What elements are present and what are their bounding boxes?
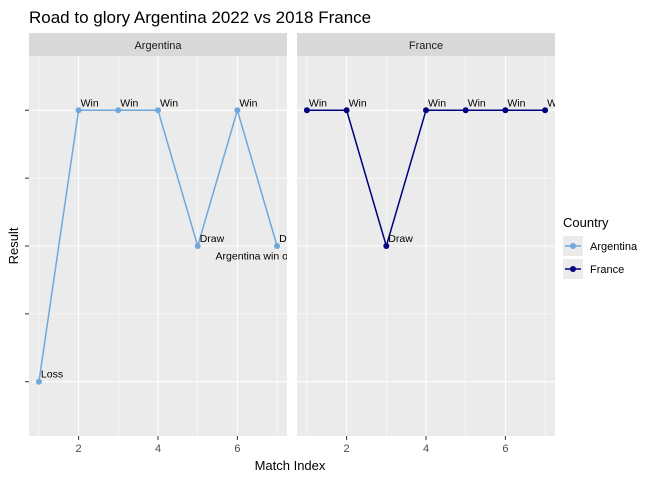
legend-label: France xyxy=(590,264,624,276)
x-tick-label: 2 xyxy=(344,443,350,455)
facet-strip xyxy=(297,33,555,56)
data-label: Win xyxy=(309,97,327,109)
data-label: Win xyxy=(120,97,138,109)
legend-title: Country xyxy=(563,215,609,230)
facet-panels: Argentina 2 4 6 Loss Win Win Win Draw Win Dr Argent… xyxy=(29,33,557,455)
data-point xyxy=(303,107,310,114)
data-point xyxy=(194,243,201,249)
y-axis xyxy=(25,109,29,383)
data-label: Win xyxy=(160,97,178,109)
data-label: Win xyxy=(507,97,525,109)
data-label: W xyxy=(547,97,557,109)
y-axis-title: Result xyxy=(6,227,21,264)
x-tick-label: 4 xyxy=(155,443,161,455)
data-point xyxy=(35,378,42,385)
data-point xyxy=(423,107,429,114)
data-point xyxy=(383,243,390,249)
data-label: Win xyxy=(81,97,99,109)
data-point xyxy=(155,107,161,114)
data-label: Win xyxy=(428,97,446,109)
data-label: Draw xyxy=(388,233,413,245)
data-label: Win xyxy=(349,97,367,109)
chart-title: Road to glory Argentina 2022 vs 2018 Fra… xyxy=(29,8,371,27)
data-point xyxy=(502,107,509,114)
data-point xyxy=(462,107,469,114)
data-label: Dr xyxy=(279,233,291,245)
facet-strip xyxy=(29,33,287,56)
x-tick-label: 6 xyxy=(502,443,508,455)
data-point xyxy=(343,107,350,114)
data-point xyxy=(234,107,241,114)
panel-france: France 2 4 6 Win Win Draw Win Win Win W xyxy=(297,33,557,455)
facet-strip-label: France xyxy=(409,40,443,52)
data-label: Draw xyxy=(200,233,225,245)
data-point xyxy=(542,107,549,114)
facet-strip-label: Argentina xyxy=(134,40,182,52)
data-label: Loss xyxy=(41,369,63,381)
data-point xyxy=(75,107,82,114)
annotation: Argentina win o xyxy=(216,251,289,263)
legend-point xyxy=(570,243,576,249)
x-tick-label: 4 xyxy=(423,443,429,455)
data-point xyxy=(274,243,281,249)
legend-point xyxy=(570,266,576,272)
x-axis-title: Match Index xyxy=(255,458,326,473)
legend-label: Argentina xyxy=(590,241,638,253)
data-point xyxy=(115,107,122,114)
data-label: Win xyxy=(468,97,486,109)
x-tick-label: 2 xyxy=(76,443,82,455)
x-tick-label: 6 xyxy=(234,443,240,455)
legend: Country Argentina France xyxy=(563,215,638,279)
panel-argentina: Argentina 2 4 6 Loss Win Win Win Draw Win Dr Argent… xyxy=(29,33,291,455)
data-label: Win xyxy=(239,97,257,109)
